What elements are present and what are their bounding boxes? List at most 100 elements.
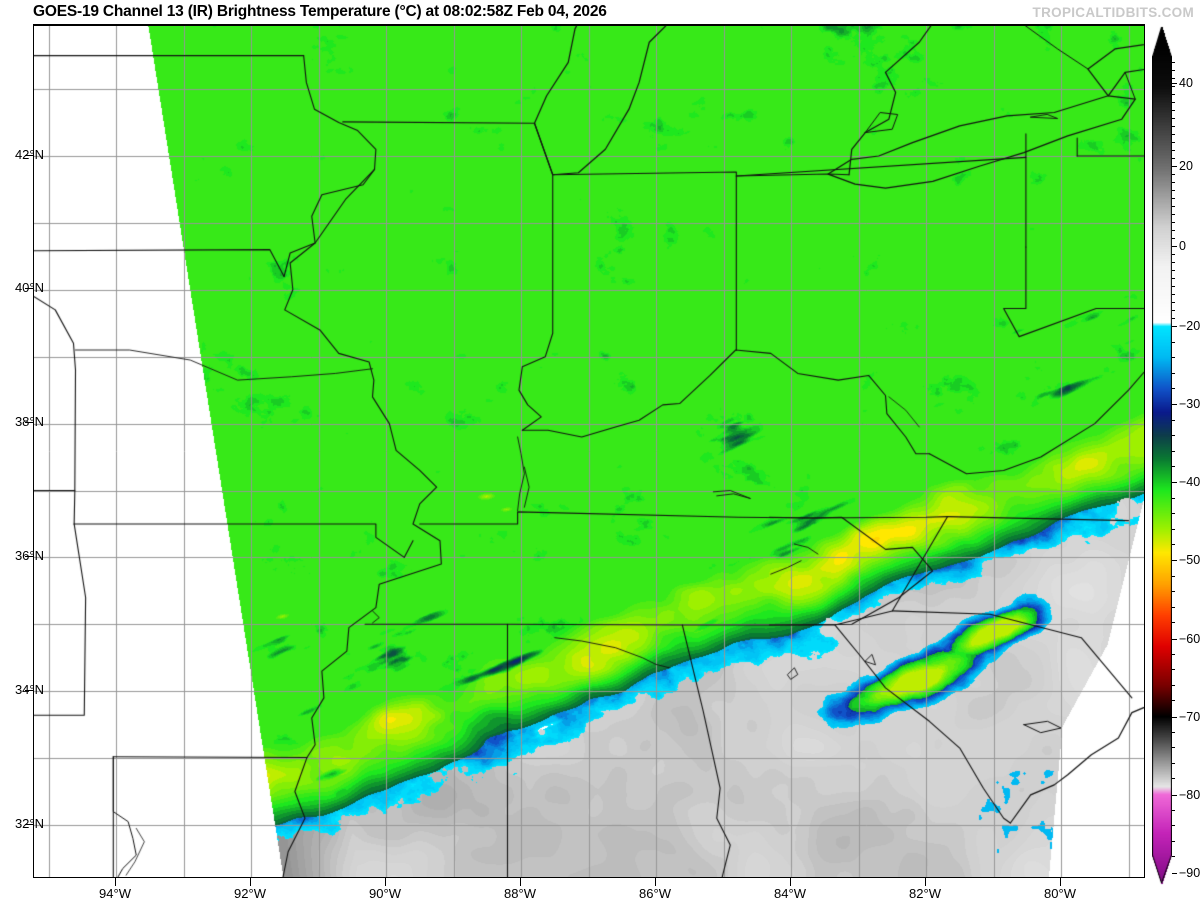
colorbar-label--40: −40 bbox=[1179, 475, 1200, 489]
colorbar-tick--40 bbox=[1172, 482, 1177, 483]
colorbar-minor-tick bbox=[1172, 94, 1175, 95]
colorbar-minor-tick bbox=[1172, 669, 1175, 670]
colorbar-label--90: −90 bbox=[1179, 866, 1200, 880]
colorbar-minor-tick bbox=[1172, 778, 1175, 779]
map-panel[interactable] bbox=[33, 25, 1145, 878]
colorbar-minor-tick bbox=[1172, 78, 1175, 79]
colorbar-minor-tick bbox=[1172, 198, 1175, 199]
colorbar-minor-tick bbox=[1172, 747, 1175, 748]
colorbar-minor-tick bbox=[1172, 763, 1175, 764]
colorbar-minor-tick bbox=[1172, 825, 1175, 826]
colorbar-label--50: −50 bbox=[1179, 553, 1200, 567]
lon-label-92: 92°W bbox=[234, 886, 266, 901]
colorbar-minor-tick bbox=[1172, 214, 1175, 215]
colorbar-label--30: −30 bbox=[1179, 397, 1200, 411]
colorbar-tick-0 bbox=[1172, 246, 1177, 247]
colorbar-minor-tick bbox=[1172, 158, 1175, 159]
colorbar-minor-tick bbox=[1172, 529, 1175, 530]
lon-tick-84 bbox=[790, 878, 791, 886]
colorbar-label--70: −70 bbox=[1179, 710, 1200, 724]
colorbar-minor-tick bbox=[1172, 150, 1175, 151]
colorbar-minor-tick bbox=[1172, 134, 1175, 135]
lon-tick-90 bbox=[385, 878, 386, 886]
colorbar-minor-tick bbox=[1172, 451, 1175, 452]
lat-label-38: 38°N bbox=[14, 414, 44, 429]
lat-label-40: 40°N bbox=[14, 280, 44, 295]
colorbar-minor-tick bbox=[1172, 70, 1175, 71]
lon-label-80: 80°W bbox=[1044, 886, 1076, 901]
colorbar-minor-tick bbox=[1172, 732, 1175, 733]
colorbar-minor-tick bbox=[1172, 110, 1175, 111]
geography-overlay-layer bbox=[34, 26, 1144, 877]
colorbar-minor-tick bbox=[1172, 388, 1175, 389]
lon-tick-92 bbox=[250, 878, 251, 886]
colorbar-minor-tick bbox=[1172, 142, 1175, 143]
colorbar-minor-tick bbox=[1172, 302, 1175, 303]
lat-label-36: 36°N bbox=[14, 548, 44, 563]
colorbar-minor-tick bbox=[1172, 278, 1175, 279]
colorbar-label-20: 20 bbox=[1179, 159, 1193, 173]
colorbar-minor-tick bbox=[1172, 513, 1175, 514]
colorbar-minor-tick bbox=[1172, 262, 1175, 263]
colorbar-minor-tick bbox=[1172, 118, 1175, 119]
colorbar-tick-20 bbox=[1172, 166, 1177, 167]
colorbar-tick--20 bbox=[1172, 326, 1177, 327]
lon-label-84: 84°W bbox=[774, 886, 806, 901]
lon-label-90: 90°W bbox=[369, 886, 401, 901]
colorbar-minor-tick bbox=[1172, 685, 1175, 686]
colorbar-minor-tick bbox=[1172, 270, 1175, 271]
lat-tick-34 bbox=[25, 690, 33, 691]
lat-label-34: 34°N bbox=[14, 682, 44, 697]
watermark: TROPICALTIDBITS.COM bbox=[1032, 5, 1194, 20]
colorbar-minor-tick bbox=[1172, 174, 1175, 175]
colorbar[interactable]: 40 20 0 −20 −30 −40 −50 −60 −70 −80 −90 bbox=[1152, 25, 1200, 885]
colorbar-minor-tick bbox=[1172, 435, 1175, 436]
colorbar-minor-tick bbox=[1172, 856, 1175, 857]
colorbar-minor-tick bbox=[1172, 286, 1175, 287]
lon-tick-94 bbox=[115, 878, 116, 886]
colorbar-minor-tick bbox=[1172, 576, 1175, 577]
colorbar-minor-tick bbox=[1172, 190, 1175, 191]
colorbar-minor-tick bbox=[1172, 206, 1175, 207]
lon-label-86: 86°W bbox=[639, 886, 671, 901]
colorbar-minor-tick bbox=[1172, 622, 1175, 623]
colorbar-minor-tick bbox=[1172, 310, 1175, 311]
colorbar-tick--90 bbox=[1172, 873, 1177, 874]
lon-tick-86 bbox=[655, 878, 656, 886]
colorbar-tick--60 bbox=[1172, 639, 1177, 640]
colorbar-minor-tick bbox=[1172, 498, 1175, 499]
colorbar-minor-tick bbox=[1172, 342, 1175, 343]
lon-label-82: 82°W bbox=[909, 886, 941, 901]
colorbar-minor-tick bbox=[1172, 294, 1175, 295]
page-title: GOES-19 Channel 13 (IR) Brightness Tempe… bbox=[33, 3, 607, 20]
colorbar-minor-tick bbox=[1172, 607, 1175, 608]
lat-tick-32 bbox=[25, 824, 33, 825]
colorbar-minor-tick bbox=[1172, 810, 1175, 811]
colorbar-minor-tick bbox=[1172, 318, 1175, 319]
colorbar-minor-tick bbox=[1172, 373, 1175, 374]
lon-tick-88 bbox=[520, 878, 521, 886]
colorbar-minor-tick bbox=[1172, 700, 1175, 701]
lat-tick-42 bbox=[25, 155, 33, 156]
colorbar-label-40: 40 bbox=[1179, 76, 1193, 90]
colorbar-minor-tick bbox=[1172, 544, 1175, 545]
lon-label-88: 88°W bbox=[504, 886, 536, 901]
colorbar-minor-tick bbox=[1172, 126, 1175, 127]
colorbar-minor-tick bbox=[1172, 254, 1175, 255]
colorbar-minor-tick bbox=[1172, 420, 1175, 421]
colorbar-minor-tick bbox=[1172, 62, 1175, 63]
colorbar-minor-tick bbox=[1172, 102, 1175, 103]
colorbar-tick--50 bbox=[1172, 560, 1177, 561]
lon-tick-82 bbox=[925, 878, 926, 886]
colorbar-minor-tick bbox=[1172, 222, 1175, 223]
colorbar-minor-tick bbox=[1172, 466, 1175, 467]
colorbar-minor-tick bbox=[1172, 841, 1175, 842]
lon-label-94: 94°W bbox=[99, 886, 131, 901]
colorbar-minor-tick bbox=[1172, 182, 1175, 183]
lat-label-32: 32°N bbox=[14, 816, 44, 831]
colorbar-label--80: −80 bbox=[1179, 788, 1200, 802]
title-divider bbox=[33, 24, 1145, 25]
colorbar-minor-tick bbox=[1172, 357, 1175, 358]
lat-tick-40 bbox=[25, 288, 33, 289]
